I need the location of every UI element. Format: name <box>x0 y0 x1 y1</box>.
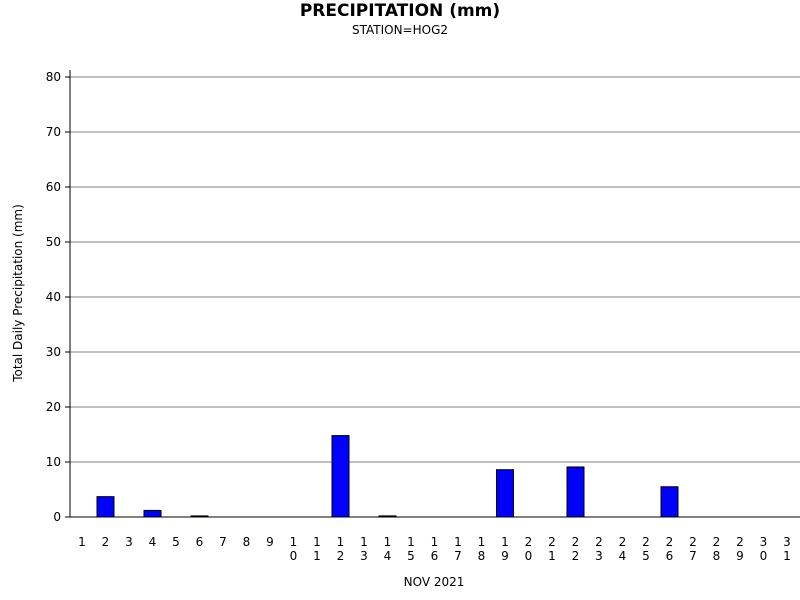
y-tick-label: 80 <box>46 70 61 84</box>
bar-day-22 <box>566 466 585 518</box>
y-tick-label: 0 <box>53 510 61 524</box>
x-tick-label: 4 <box>149 535 157 549</box>
y-tick-label: 40 <box>46 290 61 304</box>
x-tick-label: 5 <box>172 535 180 549</box>
x-tick-label: 8 <box>243 535 251 549</box>
bar-day-19 <box>496 469 514 518</box>
x-tick-label: 3 <box>125 535 133 549</box>
y-tick-label: 20 <box>46 400 61 414</box>
bar-day-6 <box>190 515 209 518</box>
grid-lines <box>70 76 800 518</box>
x-tick-label: 9 <box>266 535 274 549</box>
bar-day-2 <box>96 496 115 518</box>
y-ticks: 0 10 20 30 40 50 60 70 80 <box>46 70 70 524</box>
x-tick-labels: 1 2 3 4 5 6 7 8 9 1 01 11 21 31 41 51 61 71 81 92 02 12 22 32 42… <box>78 535 791 563</box>
x-tick-label: 1 <box>78 535 86 549</box>
x-tick-label: 7 <box>219 535 227 549</box>
y-tick-label: 50 <box>46 235 61 249</box>
y-tick-label: 70 <box>46 125 61 139</box>
y-tick-label: 60 <box>46 180 61 194</box>
bar-day-26 <box>660 486 679 518</box>
y-axis-label: Total Daily Precipitation (mm) <box>11 204 25 383</box>
y-tick-label: 30 <box>46 345 61 359</box>
x-tick-label: 6 <box>196 535 204 549</box>
y-tick-label: 10 <box>46 455 61 469</box>
bars <box>96 435 679 518</box>
bar-day-4 <box>143 509 162 518</box>
x-axis-label: NOV 2021 <box>404 575 465 589</box>
chart-title: PRECIPITATION (mm) <box>299 1 501 21</box>
bar-day-14 <box>378 515 397 518</box>
bar-day-12 <box>331 435 350 518</box>
chart-subtitle: STATION=HOG2 <box>351 23 449 37</box>
x-tick-label: 2 <box>102 535 110 549</box>
